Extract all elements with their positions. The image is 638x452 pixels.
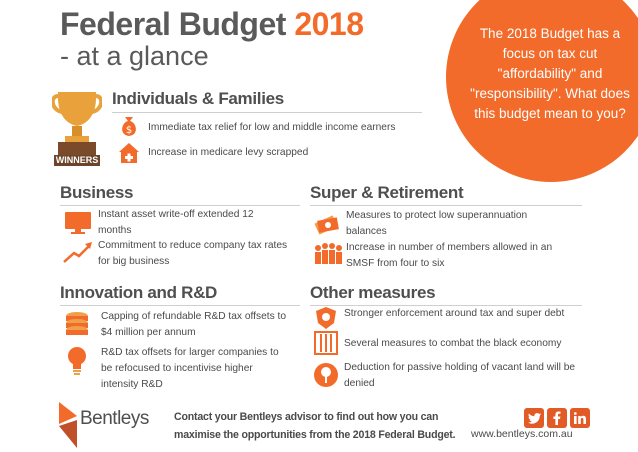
winners-item-2: Increase in medicare levy scrapped [148, 147, 309, 158]
medical-house-icon [119, 143, 139, 163]
business-item-1: Instant asset write-off extended 12 mont… [98, 209, 254, 236]
other-heading: Other measures [310, 283, 436, 302]
super-heading: Super & Retirement [310, 183, 464, 202]
other-item-1: Stronger enforcement around tax and supe… [344, 308, 565, 319]
innovation-item-1: Capping of refundable R&D tax offsets to… [101, 311, 286, 338]
other-divider [310, 305, 582, 306]
page-subtitle: - at a glance [60, 41, 209, 71]
super-item-1: Measures to protect low superannuation b… [346, 210, 528, 237]
page-title: Federal Budget 2018 [60, 6, 364, 42]
police-badge-icon [316, 307, 336, 329]
linkedin-icon[interactable] [570, 408, 590, 428]
trophy-icon [52, 92, 102, 156]
bentleys-logo-mark [59, 402, 77, 448]
money-bag-icon: $ [122, 117, 136, 136]
monitor-icon [65, 212, 91, 234]
lightbulb-icon [68, 347, 86, 375]
innovation-divider [60, 305, 300, 306]
title-main: Federal Budget [60, 6, 286, 42]
business-item-2: Commitment to reduce company tax rates f… [98, 240, 288, 267]
chart-trend-icon [63, 242, 92, 263]
other-item-3: Deduction for passive holding of vacant … [344, 362, 576, 389]
super-item-2: Increase in number of members allowed in… [346, 242, 553, 269]
callout-text: The 2018 Budget has a focus on tax cut "… [470, 26, 630, 121]
winners-badge: WINNERS [54, 155, 100, 166]
twitter-icon[interactable] [524, 408, 544, 428]
title-year: 2018 [294, 6, 364, 42]
footer-contact: Contact your Bentleys advisor to find ou… [174, 411, 456, 441]
bentleys-logo-text: Bentleys [80, 408, 149, 429]
winners-heading: Individuals & Families [112, 89, 284, 108]
svg-text:$: $ [126, 125, 132, 136]
prison-bars-icon [314, 331, 338, 355]
cash-stack-icon [314, 215, 339, 235]
innovation-heading: Innovation and R&D [60, 283, 218, 302]
business-heading: Business [60, 183, 134, 202]
coin-stack-icon [66, 312, 88, 335]
land-tree-icon [314, 363, 338, 387]
winners-item-1: Immediate tax relief for low and middle … [148, 122, 396, 133]
callout-circle [446, 0, 638, 182]
facebook-icon[interactable] [547, 408, 567, 428]
social-links [524, 408, 590, 428]
business-divider [60, 205, 300, 206]
super-divider [310, 205, 582, 206]
website-link[interactable]: www.bentleys.com.au [471, 428, 573, 440]
winners-divider [112, 112, 422, 113]
innovation-item-2: R&D tax offsets for larger companies to … [101, 347, 279, 390]
group-people-icon [315, 243, 342, 264]
other-item-2: Several measures to combat the black eco… [344, 338, 562, 349]
